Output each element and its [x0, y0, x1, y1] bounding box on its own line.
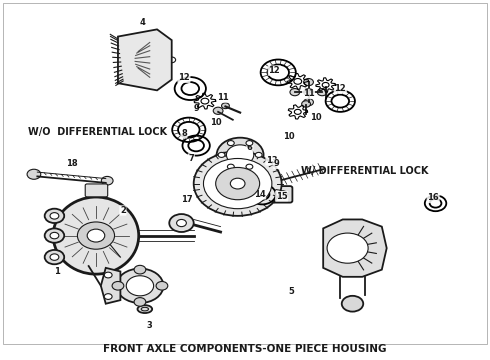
- Text: 9: 9: [193, 104, 199, 113]
- Text: W/ DIFFERENTIAL LOCK: W/ DIFFERENTIAL LOCK: [301, 166, 429, 176]
- Text: 8: 8: [181, 129, 187, 138]
- Circle shape: [230, 178, 245, 189]
- Circle shape: [304, 89, 314, 96]
- Circle shape: [227, 164, 234, 169]
- Circle shape: [27, 169, 41, 179]
- FancyBboxPatch shape: [273, 186, 293, 203]
- Text: 4: 4: [140, 18, 146, 27]
- Polygon shape: [118, 30, 172, 90]
- Circle shape: [45, 228, 64, 243]
- Text: 3: 3: [147, 321, 152, 330]
- Circle shape: [176, 220, 186, 226]
- Text: 6: 6: [247, 143, 253, 152]
- Circle shape: [246, 164, 253, 169]
- Circle shape: [87, 229, 105, 242]
- Text: 14: 14: [254, 190, 266, 199]
- Circle shape: [50, 254, 59, 260]
- Circle shape: [50, 213, 59, 219]
- Text: 9: 9: [274, 159, 280, 168]
- Text: 13: 13: [266, 156, 278, 165]
- Circle shape: [134, 265, 146, 274]
- Circle shape: [327, 233, 368, 263]
- Circle shape: [318, 89, 327, 96]
- Circle shape: [213, 107, 223, 114]
- Circle shape: [218, 152, 225, 157]
- Text: 2: 2: [120, 206, 126, 215]
- Circle shape: [342, 296, 363, 312]
- Text: 16: 16: [427, 193, 439, 202]
- Text: 12: 12: [178, 73, 190, 82]
- Circle shape: [101, 176, 113, 185]
- Circle shape: [104, 294, 112, 300]
- Text: 5: 5: [289, 287, 294, 296]
- Circle shape: [226, 145, 254, 165]
- Circle shape: [45, 209, 64, 223]
- Circle shape: [112, 282, 124, 290]
- Circle shape: [217, 138, 264, 172]
- Circle shape: [77, 222, 115, 249]
- Text: 15: 15: [276, 192, 288, 201]
- Circle shape: [45, 250, 64, 264]
- Circle shape: [216, 167, 260, 200]
- Text: 12: 12: [334, 84, 346, 93]
- Circle shape: [304, 99, 314, 106]
- Circle shape: [134, 298, 146, 306]
- Circle shape: [117, 269, 163, 303]
- Text: 10: 10: [310, 113, 321, 122]
- Ellipse shape: [138, 305, 152, 313]
- Circle shape: [255, 152, 262, 157]
- Circle shape: [203, 158, 272, 209]
- FancyBboxPatch shape: [85, 184, 108, 197]
- Circle shape: [156, 282, 168, 290]
- Circle shape: [126, 276, 154, 296]
- Text: 11: 11: [217, 93, 229, 102]
- Text: 7: 7: [188, 154, 194, 163]
- Circle shape: [50, 232, 59, 239]
- Text: 12: 12: [269, 66, 280, 75]
- Circle shape: [304, 78, 314, 86]
- Text: W/O  DIFFERENTIAL LOCK: W/O DIFFERENTIAL LOCK: [27, 127, 167, 136]
- Ellipse shape: [53, 197, 139, 274]
- Circle shape: [246, 141, 253, 145]
- Text: 18: 18: [66, 159, 77, 168]
- Text: 11: 11: [303, 89, 315, 98]
- Circle shape: [194, 151, 282, 216]
- Polygon shape: [101, 268, 121, 304]
- Polygon shape: [323, 220, 387, 277]
- Text: FRONT AXLE COMPONENTS-ONE PIECE HOUSING: FRONT AXLE COMPONENTS-ONE PIECE HOUSING: [103, 344, 387, 354]
- Circle shape: [227, 141, 234, 145]
- Circle shape: [302, 101, 311, 107]
- Circle shape: [169, 214, 194, 232]
- Circle shape: [221, 103, 229, 109]
- Text: 10: 10: [283, 132, 295, 141]
- Circle shape: [290, 89, 300, 96]
- Text: 10: 10: [210, 118, 221, 127]
- Circle shape: [104, 272, 112, 278]
- Text: 1: 1: [54, 267, 60, 276]
- Text: 17: 17: [180, 195, 192, 204]
